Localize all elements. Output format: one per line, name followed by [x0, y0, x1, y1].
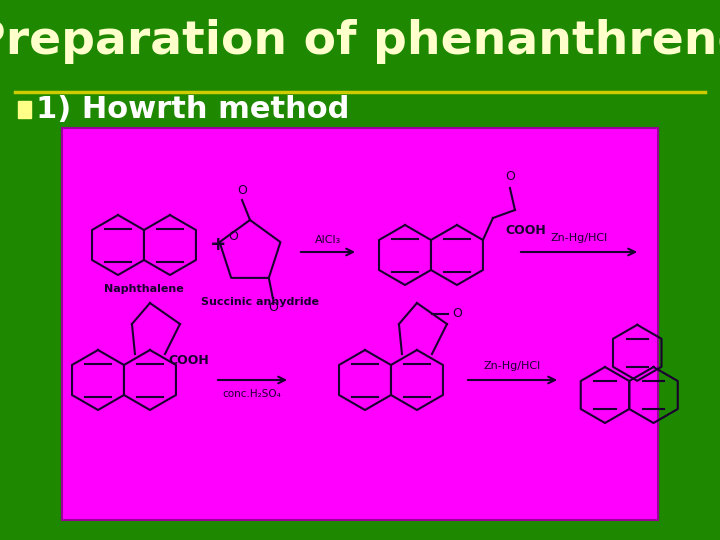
Text: +: + — [210, 235, 226, 254]
Text: Naphthalene: Naphthalene — [104, 284, 184, 294]
Text: COOH: COOH — [505, 224, 546, 237]
Bar — [62, 128, 658, 520]
Bar — [18, 101, 31, 118]
Text: O: O — [452, 307, 462, 320]
Text: O: O — [229, 230, 238, 242]
Text: O: O — [268, 301, 278, 314]
Text: O: O — [505, 171, 515, 184]
Text: Preparation of phenanthrene: Preparation of phenanthrene — [0, 19, 720, 64]
Text: O: O — [237, 184, 247, 197]
Text: conc.H₂SO₄: conc.H₂SO₄ — [222, 389, 282, 399]
Text: Zn-Hg/HCl: Zn-Hg/HCl — [483, 361, 541, 371]
Text: Succinic anhydride: Succinic anhydride — [201, 297, 319, 307]
Text: AlCl₃: AlCl₃ — [315, 235, 341, 245]
Text: COOH: COOH — [168, 354, 209, 367]
Text: Zn-Hg/HCl: Zn-Hg/HCl — [550, 233, 608, 243]
Text: 1) Howrth method: 1) Howrth method — [36, 94, 349, 124]
